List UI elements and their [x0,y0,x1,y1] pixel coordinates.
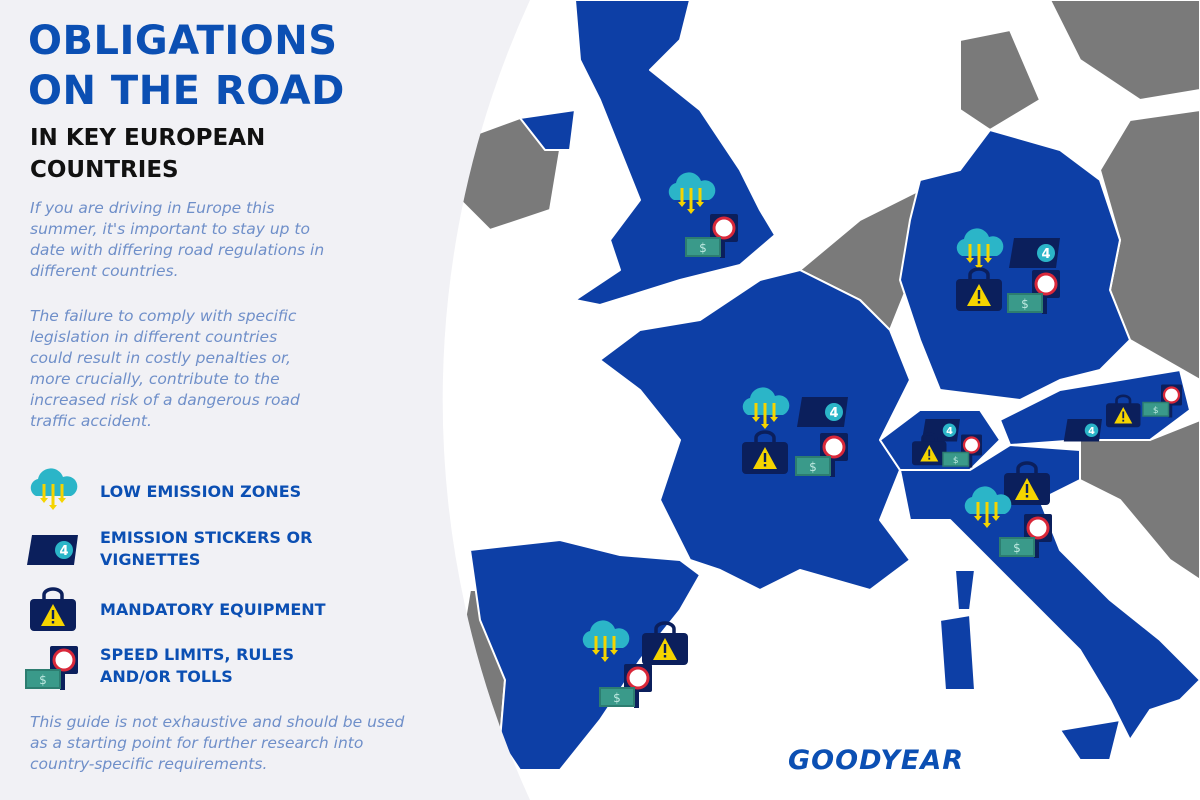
low-emission-zone-icon [742,387,790,429]
title-line: OBLIGATIONS [28,18,338,64]
mandatory-equipment-icon [912,432,947,466]
legend-item-low-emission: LOW EMISSION ZONES [22,466,340,518]
svg-text:4: 4 [1041,247,1050,262]
country-gray [959,29,1041,131]
emission-sticker-icon: 4 [797,397,848,427]
svg-text:$: $ [1013,541,1021,555]
mandatory-equipment-icon [30,587,76,631]
country-austria [999,369,1191,446]
svg-text:$: $ [1153,406,1159,416]
page-title: OBLIGATIONS ON THE ROAD [28,16,345,116]
disclaimer: This guide is not exhaustive and should … [30,713,405,773]
subtitle-line: COUNTRIES [30,157,179,183]
island-corsica [954,569,976,611]
svg-text:$: $ [613,691,621,705]
country-italy [899,444,1200,741]
speed-limit-toll-icon: $ [1142,384,1182,418]
speed-limit-toll-icon: $ [999,514,1052,558]
island-sardinia [939,614,976,691]
speed-limit-toll-icon: $ [685,214,738,258]
svg-text:$: $ [953,456,959,466]
speed-limit-toll-icon: $ [25,646,78,690]
svg-text:$: $ [809,460,817,474]
page-subtitle: IN KEY EUROPEAN COUNTRIES [30,122,265,186]
svg-text:$: $ [39,673,47,687]
emission-sticker-icon: 4 [1009,238,1060,268]
legend-label: SPEED LIMITS, RULES AND/OR TOLLS [100,645,295,686]
mandatory-equipment-icon [956,267,1002,311]
svg-text:4: 4 [59,544,68,559]
title-line: ON THE ROAD [28,68,345,114]
emission-sticker-icon: 4 [921,419,960,442]
country-france [599,269,911,591]
country-gray [1049,0,1200,101]
svg-text:4: 4 [1088,426,1095,437]
country-uk [519,109,576,151]
intro-paragraph: The failure to comply with specific legi… [30,307,300,430]
low-emission-zone-icon [30,468,78,510]
low-emission-zone-icon [964,486,1012,528]
island-sicily [1059,719,1121,761]
intro-paragraph: If you are driving in Europe this summer… [30,199,325,280]
svg-text:4: 4 [946,426,953,437]
country-gray [1079,419,1200,581]
legend-item-mandatory-equipment: MANDATORY EQUIPMENT [22,584,340,636]
low-emission-zone-icon [956,228,1004,270]
left-panel [0,0,530,800]
legend-label: MANDATORY EQUIPMENT [100,600,326,619]
subtitle-line: IN KEY EUROPEAN [30,125,266,151]
mandatory-equipment-icon [742,430,788,474]
emission-sticker-icon: 4 [1063,419,1102,442]
speed-limit-toll-icon: $ [795,433,848,477]
mandatory-equipment-icon [642,621,688,665]
mandatory-equipment-icon [1004,461,1050,505]
legend-item-speed-limits: $ SPEED LIMITS, RULES AND/OR TOLLS [22,638,340,694]
svg-text:$: $ [699,241,707,255]
speed-limit-toll-icon: $ [942,434,982,468]
emission-sticker-icon: 4 [27,535,78,565]
speed-limit-toll-icon: $ [599,664,652,708]
legend-item-emission-sticker: 4 EMISSION STICKERS OR VIGNETTES [22,523,340,575]
svg-text:4: 4 [829,406,838,421]
legend-label: LOW EMISSION ZONES [100,482,302,501]
goodyear-logo: GOODYEAR [788,745,965,776]
speed-limit-toll-icon: $ [1007,270,1060,314]
svg-text:$: $ [1021,297,1029,311]
legend-label: EMISSION STICKERS OR VIGNETTES [100,528,313,569]
low-emission-zone-icon [668,172,716,214]
mandatory-equipment-icon [1106,394,1141,428]
low-emission-zone-icon [582,620,630,662]
